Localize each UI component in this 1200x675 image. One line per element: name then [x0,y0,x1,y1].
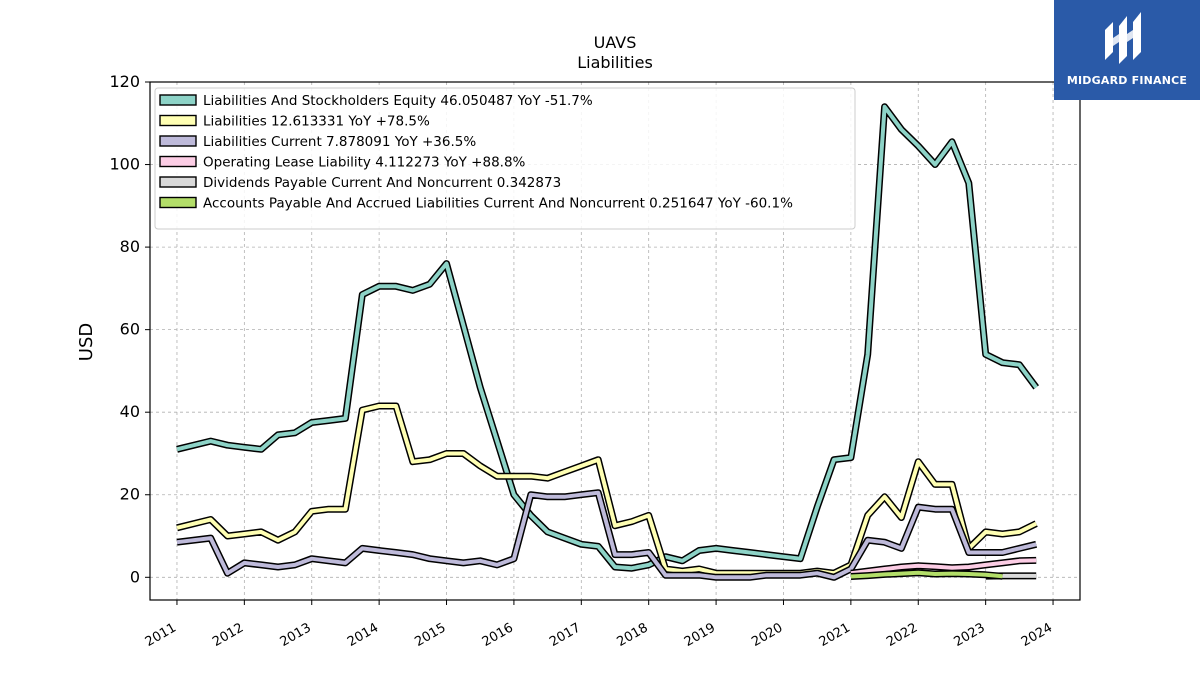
legend-swatch [159,94,197,106]
y-tick-label: 60 [120,320,140,339]
plot-frame [149,81,1081,601]
y-tick-label: 40 [120,402,140,421]
x-tick-label: 2021 [817,620,853,650]
x-tick-label: 2019 [682,620,718,650]
brand-logo: MIDGARD FINANCE [1054,0,1200,100]
x-tick-label: 2012 [210,620,246,650]
legend-swatch [159,155,197,168]
series-line [176,404,1038,576]
x-tick-label: 2020 [749,620,785,650]
legend-swatch [159,135,197,147]
legend: Liabilities And Stockholders Equity 46.0… [154,87,856,230]
series-line [850,570,1003,579]
series-line [176,490,1037,580]
x-axis: 2011 2012 2013 2014 2015 2016 2017 2018 2019 2020… [143,600,1055,650]
x-tick-label: 2015 [412,620,448,650]
x-tick-label: 2017 [547,620,583,650]
midgard-logo-icon [1105,12,1141,64]
legend-label: Operating Lease Liability 4.112273 YoY +… [203,155,526,171]
y-axis-label: USD [76,323,97,361]
legend-label: Accounts Payable And Accrued Liabilities… [203,196,793,212]
legend-label: Liabilities 12.613331 YoY +78.5% [203,114,430,130]
y-axis: 0 20 40 60 80 100 120 [109,72,150,586]
y-tick-label: 120 [109,72,140,91]
legend-swatch [159,196,197,209]
legend-swatch [159,176,197,188]
x-tick-label: 2016 [480,620,516,650]
chart-subtitle: Liabilities [577,53,653,72]
x-tick-label: 2018 [615,620,651,650]
legend-label: Dividends Payable Current And Noncurrent… [203,175,561,191]
series-layer [176,103,1040,581]
x-tick-label: 2014 [345,620,381,650]
x-tick-label: 2024 [1019,620,1055,650]
y-tick-label: 20 [120,485,140,504]
chart-title: UAVS [594,33,637,52]
x-tick-label: 2013 [278,620,314,650]
x-tick-label: 2011 [143,620,179,650]
series-line [850,558,1037,576]
y-tick-label: 100 [109,155,140,174]
legend-label: Liabilities And Stockholders Equity 46.0… [203,93,593,109]
y-tick-label: 0 [130,567,140,586]
brand-name: MIDGARD FINANCE [1066,74,1188,87]
x-tick-label: 2022 [884,620,920,650]
x-tick-label: 2023 [951,620,987,650]
legend-label: Liabilities Current 7.878091 YoY +36.5% [203,134,476,150]
y-tick-label: 80 [120,237,140,256]
series-line [176,104,1038,571]
legend-swatch [159,114,197,127]
legend-box [154,87,856,230]
